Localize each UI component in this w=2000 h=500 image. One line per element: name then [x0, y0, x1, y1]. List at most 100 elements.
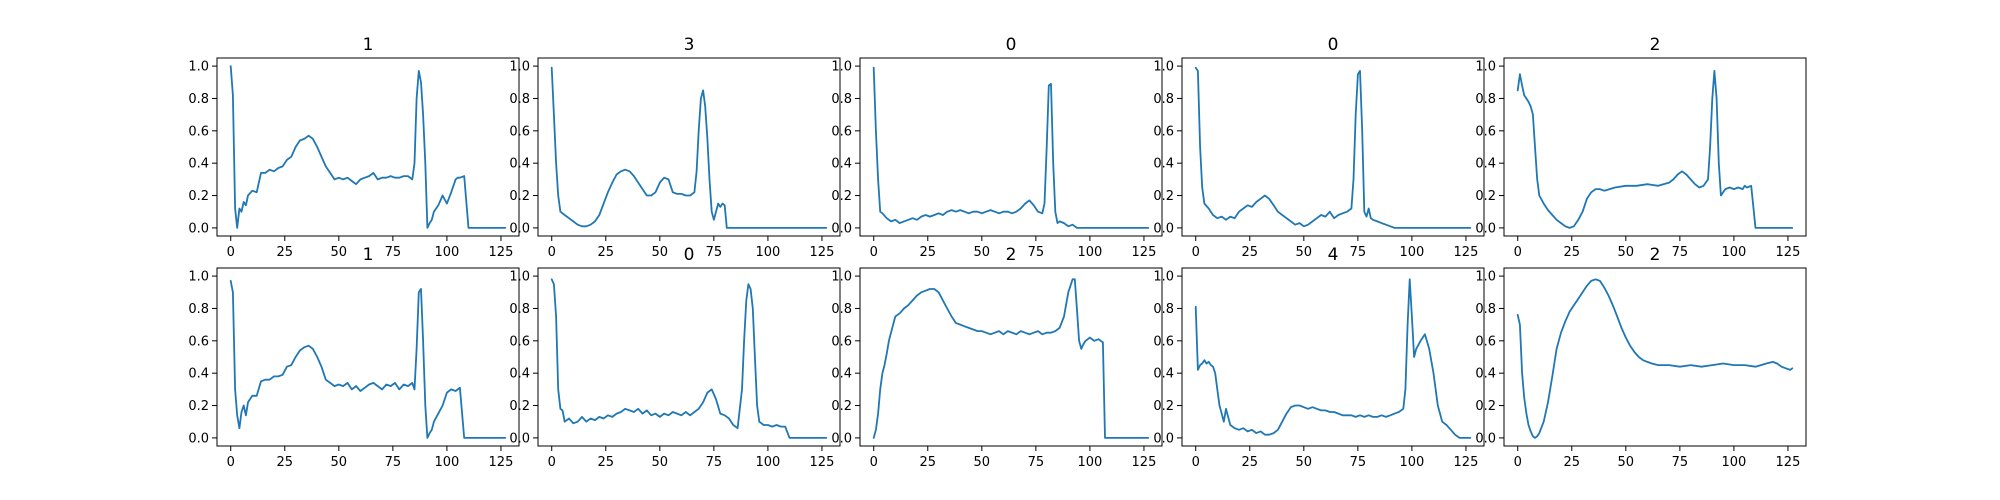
x-tick-label: 50: [331, 455, 348, 470]
subplot-1: 1 0 25 50 75 100 125 0.0 0.2 0.4 0.6 0.8 1.0: [188, 35, 520, 260]
x-tick-label: 50: [974, 455, 991, 470]
y-tick-label: 0.6: [831, 334, 852, 349]
axes-frame: [1181, 267, 1485, 447]
x-tick-label: 0: [870, 455, 878, 470]
series-line: [1516, 278, 1794, 439]
y-tick-label: 0.6: [509, 124, 530, 139]
y-tick-label: 0.6: [509, 334, 530, 349]
subplot-7: 0 0 25 50 75 100 125 0.0 0.2 0.4 0.6 0.8 1.0: [509, 245, 841, 470]
y-tick-label: 0.2: [1475, 399, 1496, 414]
x-tick-label: 0: [1514, 245, 1522, 260]
x-tick-label: 75: [706, 455, 723, 470]
x-tick-label: 25: [597, 455, 614, 470]
subplot-title: 2: [1006, 245, 1017, 265]
subplot-10: 2 0 25 50 75 100 125 0.0 0.2 0.4 0.6 0.8 1.0: [1475, 245, 1807, 470]
y-tick-label: 0.6: [188, 124, 209, 139]
y-tick-label: 0.0: [188, 431, 209, 446]
x-tick-label: 50: [652, 455, 669, 470]
y-tick-label: 0.0: [188, 221, 209, 236]
y-tick-label: 0.2: [509, 189, 530, 204]
y-tick-label: 0.8: [831, 302, 852, 317]
y-tick-label: 0.4: [509, 157, 530, 172]
y-tick-label: 0.8: [1475, 92, 1496, 107]
x-tick-label: 50: [1618, 245, 1635, 260]
series-line: [550, 278, 828, 439]
x-tick-label: 100: [1077, 245, 1102, 260]
y-tick-label: 0.6: [831, 124, 852, 139]
y-tick-label: 0.8: [831, 92, 852, 107]
y-tick-label: 1.0: [1475, 60, 1496, 75]
y-tick-label: 0.4: [831, 367, 852, 382]
subplot-title: 0: [1328, 35, 1339, 55]
y-tick-label: 0.2: [188, 189, 209, 204]
x-tick-label: 25: [276, 455, 293, 470]
x-tick-label: 25: [1563, 245, 1580, 260]
x-tick-label: 75: [1350, 245, 1367, 260]
y-tick-label: 0.0: [1475, 221, 1496, 236]
y-tick-label: 0.2: [188, 399, 209, 414]
x-tick-label: 25: [597, 245, 614, 260]
subplot-title: 2: [1650, 35, 1661, 55]
y-tick-label: 0.8: [188, 92, 209, 107]
y-tick-label: 0.2: [509, 399, 530, 414]
subplot-5: 2 0 25 50 75 100 125 0.0 0.2 0.4 0.6 0.8 1.0: [1475, 35, 1807, 260]
y-tick-label: 0.0: [1475, 431, 1496, 446]
x-tick-label: 75: [1672, 455, 1689, 470]
y-tick-label: 0.6: [1153, 124, 1174, 139]
y-tick-label: 1.0: [831, 270, 852, 285]
y-tick-label: 0.6: [1475, 334, 1496, 349]
series-line: [1516, 70, 1794, 229]
axes-frame: [1181, 57, 1485, 237]
series-line: [1194, 278, 1472, 439]
axes-frame: [537, 267, 841, 447]
y-tick-label: 1.0: [509, 270, 530, 285]
subplot-2: 3 0 25 50 75 100 125 0.0 0.2 0.4 0.6 0.8 1.0: [509, 35, 841, 260]
y-tick-label: 0.2: [831, 189, 852, 204]
x-tick-label: 75: [1028, 455, 1045, 470]
series-line: [229, 279, 507, 439]
y-tick-label: 0.8: [1153, 92, 1174, 107]
axes-frame: [537, 57, 841, 237]
axes-frame: [1503, 57, 1807, 237]
series-line: [550, 66, 828, 229]
y-tick-label: 0.0: [1153, 431, 1174, 446]
x-tick-label: 125: [1776, 245, 1801, 260]
x-tick-label: 100: [434, 455, 459, 470]
x-tick-label: 0: [1192, 455, 1200, 470]
x-tick-label: 25: [1563, 455, 1580, 470]
y-tick-label: 1.0: [1475, 270, 1496, 285]
y-tick-label: 0.6: [188, 334, 209, 349]
x-tick-label: 75: [1672, 245, 1689, 260]
x-tick-label: 125: [1454, 455, 1479, 470]
y-tick-label: 0.8: [509, 92, 530, 107]
series-line: [1194, 66, 1472, 229]
x-tick-label: 25: [919, 455, 936, 470]
y-tick-label: 0.2: [1475, 189, 1496, 204]
subplot-4: 0 0 25 50 75 100 125 0.0 0.2 0.4 0.6 0.8 1.0: [1153, 35, 1485, 260]
y-tick-label: 0.4: [1475, 157, 1496, 172]
x-tick-label: 125: [1776, 455, 1801, 470]
series-line: [872, 278, 1150, 439]
subplot-title: 0: [684, 245, 695, 265]
x-tick-label: 100: [1721, 455, 1746, 470]
x-tick-label: 75: [1350, 455, 1367, 470]
x-tick-label: 25: [276, 245, 293, 260]
subplot-3: 0 0 25 50 75 100 125 0.0 0.2 0.4 0.6 0.8 1.0: [831, 35, 1163, 260]
y-tick-label: 0.0: [831, 431, 852, 446]
x-tick-label: 25: [919, 245, 936, 260]
y-tick-label: 0.4: [188, 367, 209, 382]
x-tick-label: 50: [652, 245, 669, 260]
x-tick-label: 100: [1399, 455, 1424, 470]
subplot-title: 0: [1006, 35, 1017, 55]
subplot-9: 4 0 25 50 75 100 125 0.0 0.2 0.4 0.6 0.8 1.0: [1153, 245, 1485, 470]
y-tick-label: 1.0: [188, 270, 209, 285]
axes-frame: [216, 267, 520, 447]
x-tick-label: 100: [1077, 455, 1102, 470]
subplot-title: 1: [363, 35, 374, 55]
x-tick-label: 75: [385, 455, 402, 470]
x-tick-label: 125: [489, 245, 514, 260]
x-tick-label: 50: [1618, 455, 1635, 470]
y-tick-label: 1.0: [1153, 270, 1174, 285]
x-tick-label: 50: [974, 245, 991, 260]
